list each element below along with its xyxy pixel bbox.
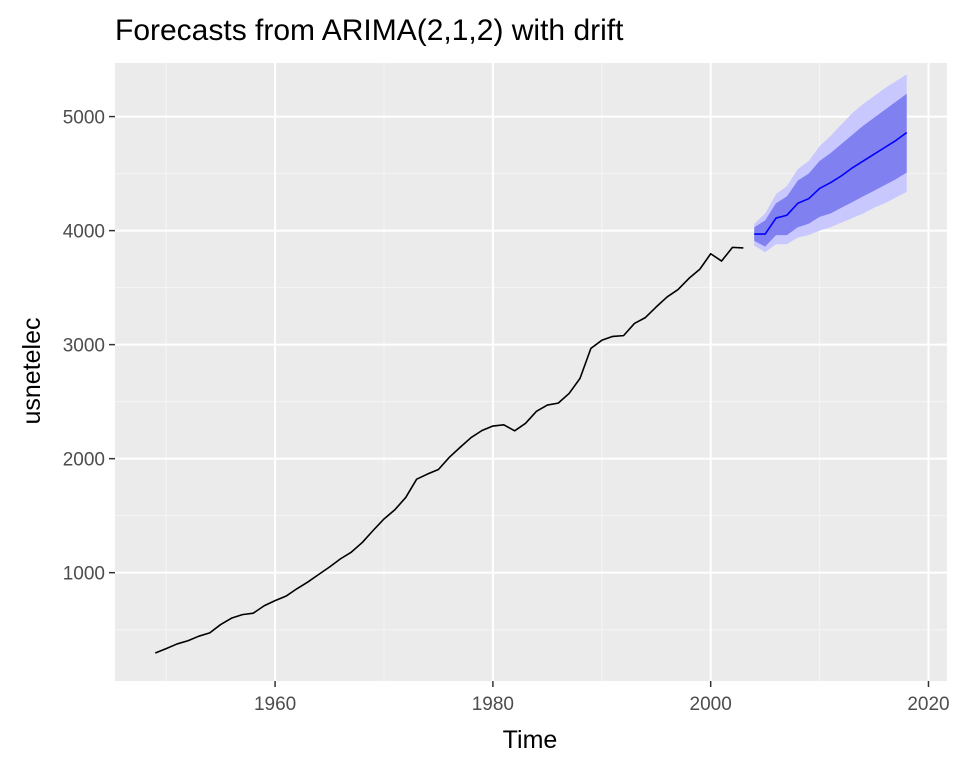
- x-tick-label: 2000: [690, 694, 732, 715]
- y-tick-label: 1000: [63, 564, 105, 585]
- series-lines: [154, 131, 908, 654]
- chart-title: Forecasts from ARIMA(2,1,2) with drift: [115, 14, 624, 47]
- x-axis-title: Time: [503, 726, 558, 754]
- x-axis: 1960 1980 2000 2020: [254, 681, 950, 715]
- y-tick-label: 5000: [63, 108, 105, 129]
- forecast-line: [754, 131, 908, 235]
- x-tick-label: 2020: [907, 694, 949, 715]
- history-line: [154, 246, 744, 654]
- x-tick-label: 1960: [254, 694, 296, 715]
- y-tick-label: 3000: [63, 336, 105, 357]
- y-axis-title: usnetelec: [18, 317, 46, 424]
- y-axis: 1000 2000 3000 4000 5000: [63, 108, 115, 585]
- y-tick-label: 2000: [63, 450, 105, 471]
- x-tick-label: 1980: [472, 694, 514, 715]
- major-gridlines: [115, 63, 947, 681]
- y-tick-label: 4000: [63, 222, 105, 243]
